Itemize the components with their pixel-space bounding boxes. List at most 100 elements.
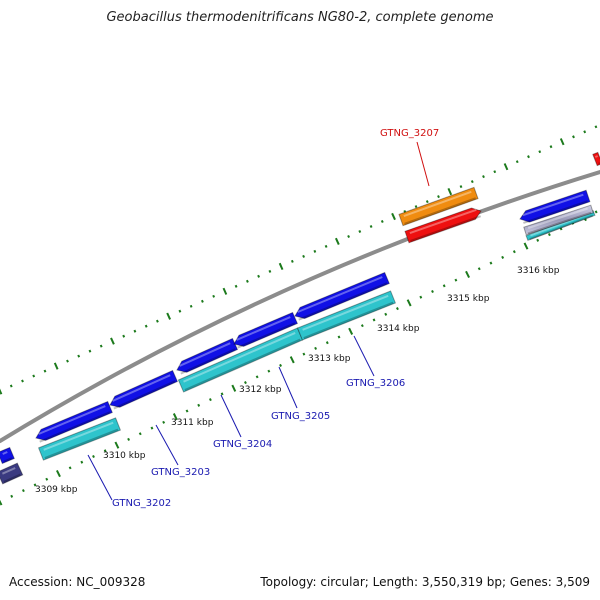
outer-tick	[414, 205, 418, 208]
inner-tick	[231, 384, 237, 392]
outer-tick	[459, 185, 463, 189]
outer-tick	[583, 130, 587, 134]
blue-gene-arrow-shadow	[39, 411, 111, 443]
red-gene-arrow-shadow	[410, 215, 482, 242]
outer-tick	[515, 160, 519, 164]
inner-tick	[208, 398, 212, 402]
outer-tick	[189, 304, 193, 308]
outer-tick	[437, 195, 440, 199]
cyan-gene-arrow	[37, 417, 122, 461]
outer-tick	[178, 309, 182, 313]
inner-tick	[442, 284, 446, 288]
red-gene-arrow-highlight	[409, 208, 477, 235]
outer-tick	[166, 312, 172, 320]
cyan-gene-arrow-highlight	[183, 331, 296, 383]
label-leader-line	[278, 366, 298, 409]
gene-label[interactable]: GTNG_3204	[213, 439, 272, 450]
accession-text: Accession: NC_009328	[9, 575, 146, 589]
inner-tick	[337, 335, 341, 339]
inner-tick	[127, 437, 131, 441]
blue-gene-arrow	[0, 446, 15, 465]
outer-tick	[0, 388, 3, 395]
kbp-label: 3316 kbp	[517, 266, 560, 276]
inner-tick	[431, 289, 434, 294]
outer-tick	[313, 249, 317, 253]
outer-tick	[358, 229, 362, 234]
orange-gene-arrow	[398, 186, 479, 227]
map-title: Geobacillus thermodenitrificans NG80-2, …	[106, 10, 494, 25]
inner-tick	[10, 494, 14, 498]
outer-tick	[43, 369, 47, 373]
blue-gene-arrow-highlight	[112, 374, 171, 402]
outer-tick	[21, 379, 24, 383]
outer-tick	[257, 274, 261, 278]
kbp-label: 3315 kbp	[447, 294, 490, 304]
blue-gene-arrow-shadow	[523, 200, 588, 224]
inner-tick	[172, 413, 178, 421]
red-gene-arrow	[404, 207, 482, 244]
cyan-gene-arrow-shadow	[529, 214, 594, 241]
gene-label[interactable]: GTNG_3206	[346, 378, 405, 389]
blue-gene-arrow-highlight	[38, 405, 106, 435]
outer-tick	[334, 237, 340, 246]
blue-gene-arrow-shadow	[237, 322, 296, 349]
blue-gene-arrow-shadow	[180, 348, 236, 375]
cyan-gene-arrow-highlight	[43, 421, 114, 451]
outer-tick	[99, 344, 103, 348]
outer-tick	[268, 269, 272, 273]
red-gene-arrow-highlight	[594, 155, 599, 158]
cyan-gene-arrow-shadow	[303, 301, 394, 340]
gene-label[interactable]: GTNG_3205	[271, 411, 330, 422]
inner-tick	[419, 295, 423, 299]
slate-gene-arrow	[0, 462, 24, 485]
outer-tick	[482, 175, 485, 179]
outer-tick	[447, 187, 453, 196]
blue-gene-arrow	[294, 271, 390, 320]
slate-gene-arrow-shadow	[3, 473, 21, 483]
blue-gene-arrow	[519, 189, 591, 223]
inner-tick	[0, 499, 3, 506]
cyan-gene-arrow-shadow	[44, 428, 119, 460]
blue-gene-arrow	[35, 400, 113, 441]
kbp-label: 3309 kbp	[35, 485, 78, 495]
inner-tick	[536, 238, 540, 242]
inner-tick	[185, 409, 189, 413]
outer-tick	[324, 244, 328, 248]
topology-text: Topology: circular; Length: 3,550,319 bp…	[260, 575, 590, 589]
inner-tick	[21, 489, 25, 493]
outer-tick	[369, 224, 373, 229]
cyan-gene-arrow	[177, 327, 304, 393]
outer-tick	[77, 354, 81, 358]
outer-tick	[222, 287, 228, 295]
outer-tick	[212, 294, 216, 298]
lavender-gene-block	[523, 204, 594, 236]
blue-gene-arrow-shadow	[3, 457, 13, 463]
inner-tick	[396, 307, 399, 311]
blue-gene-arrow	[109, 369, 179, 408]
inner-tick	[372, 318, 376, 322]
inner-tick	[547, 233, 551, 237]
outer-tick	[302, 254, 306, 258]
blue-gene-arrow	[233, 311, 299, 347]
inner-tick	[80, 460, 84, 464]
kbp-labels: 3309 kbp 3310 kbp 3311 kbp 3312 kbp 3313 kbp…	[35, 266, 560, 495]
inner-tick	[325, 341, 329, 345]
gene-label[interactable]: GTNG_3203	[151, 467, 210, 478]
orange-gene-arrow-highlight	[403, 190, 472, 218]
outer-tick	[559, 138, 565, 146]
gene-label[interactable]: GTNG_3202	[112, 498, 171, 509]
kbp-label: 3314 kbp	[377, 324, 420, 334]
inner-tick	[594, 210, 598, 214]
inner-tick	[33, 483, 37, 487]
inner-tick	[114, 441, 120, 449]
gene-label[interactable]: GTNG_3207	[380, 128, 439, 139]
blue-gene-arrow-highlight	[179, 342, 231, 367]
label-leader-line	[353, 335, 375, 377]
inner-tick	[45, 477, 49, 481]
inner-tick	[279, 363, 282, 367]
outer-tick	[538, 150, 542, 154]
outer-tick	[572, 135, 575, 139]
outer-tick	[290, 259, 294, 263]
inner-tick	[138, 432, 142, 436]
